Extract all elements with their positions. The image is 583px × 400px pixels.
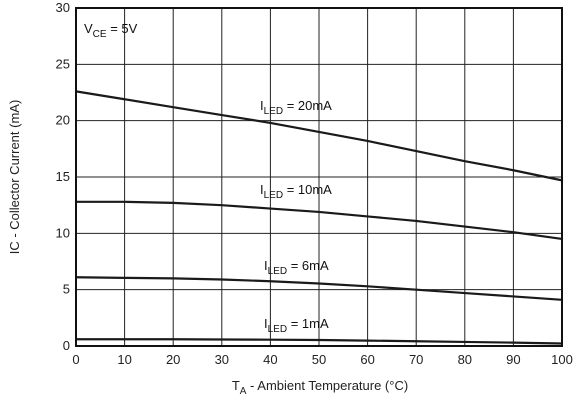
x-axis-title: TA - Ambient Temperature (°C)	[232, 378, 408, 397]
x-tick-label-40: 40	[263, 352, 277, 367]
x-tick-label-60: 60	[360, 352, 374, 367]
y-tick-label-15: 15	[56, 169, 70, 184]
y-tick-label-30: 30	[56, 0, 70, 15]
series-line-2	[74, 276, 564, 301]
x-tick-label-20: 20	[166, 352, 180, 367]
y-tick-label-10: 10	[56, 225, 70, 240]
grid-layer	[76, 8, 562, 346]
series-line-0	[74, 90, 564, 182]
series-label-6ma: ILED = 6mA	[264, 258, 329, 277]
tick-layer: 0 10 20 30 40 50 60 70 80 90 100 0 5 10 15 20 25 30	[56, 0, 573, 367]
x-tick-label-30: 30	[215, 352, 229, 367]
y-tick-label-20: 20	[56, 113, 70, 128]
series-label-1ma: ILED = 1mA	[264, 316, 329, 335]
y-tick-label-5: 5	[63, 282, 70, 297]
x-tick-label-50: 50	[312, 352, 326, 367]
y-axis-title: IC - Collector Current (mA)	[7, 100, 22, 255]
y-tick-label-25: 25	[56, 56, 70, 71]
y-tick-label-0: 0	[63, 338, 70, 353]
series-label-20ma: ILED = 20mA	[260, 98, 332, 117]
x-tick-label-100: 100	[551, 352, 573, 367]
x-tick-label-80: 80	[458, 352, 472, 367]
series-label-10ma: ILED = 10mA	[260, 182, 332, 201]
plot-frame	[75, 7, 563, 347]
series-line-1	[74, 200, 564, 241]
frame-layer	[75, 7, 563, 347]
series-layer	[74, 90, 564, 345]
x-tick-label-70: 70	[409, 352, 423, 367]
condition-annotation: VCE = 5V	[84, 21, 138, 40]
x-tick-label-10: 10	[117, 352, 131, 367]
x-tick-label-90: 90	[506, 352, 520, 367]
series-line-3	[74, 338, 564, 345]
x-tick-label-0: 0	[72, 352, 79, 367]
